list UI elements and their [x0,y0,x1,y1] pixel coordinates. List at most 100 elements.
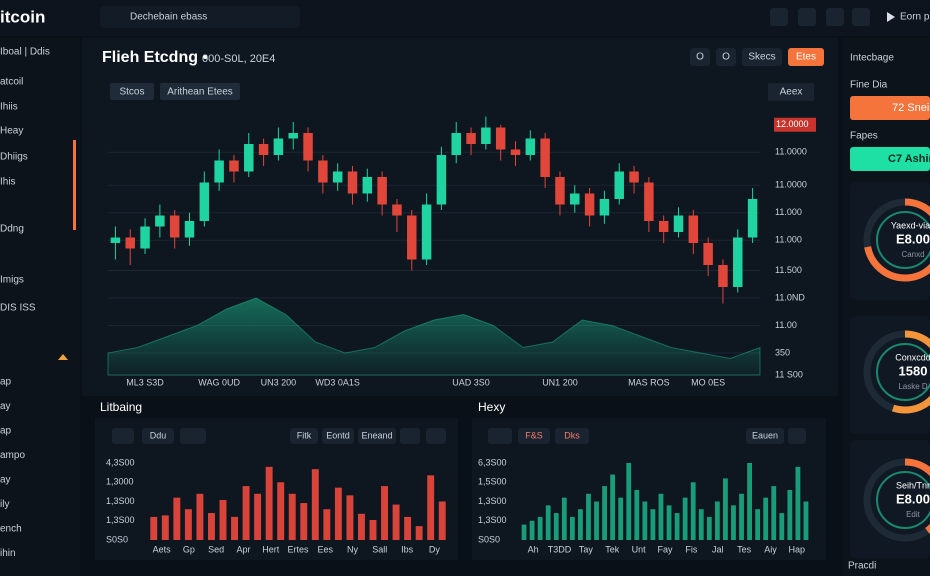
toolbar-button[interactable] [742,48,782,66]
bar [242,486,250,540]
toolbar-button[interactable] [746,428,784,444]
search-box[interactable] [100,6,300,28]
sidebar-item[interactable]: ap [0,377,12,388]
price-marker [774,117,816,132]
gauge-sub: Laske D [898,382,928,391]
candle-body [110,237,121,243]
sidebar-item[interactable]: ap [0,426,12,437]
tab-button[interactable] [160,83,240,100]
x-label: Aiy [764,544,777,554]
bar [714,501,720,540]
toolbar-button[interactable] [788,48,824,66]
candle-body [718,265,728,287]
sidebar-item[interactable]: atcoil [0,77,23,88]
axis-button-label: Aeex [780,87,803,98]
sidebar-item[interactable]: DIS ISS [0,303,36,314]
toolbar-button[interactable] [716,48,736,66]
toolbar-button[interactable] [322,428,354,444]
gauge-inner [876,343,930,401]
axis-button[interactable] [768,83,814,101]
candle-body [362,177,373,194]
icon-button[interactable] [112,428,134,444]
bar [334,487,342,540]
bar [578,509,583,540]
action-button[interactable] [850,96,930,120]
bar [529,520,535,540]
sidebar-item[interactable]: ily [0,499,9,510]
bar [731,505,736,540]
toolbar-button[interactable] [358,428,396,444]
icon-button[interactable] [826,8,844,26]
sidebar-item[interactable]: ay [0,401,11,412]
bar [602,486,607,540]
bar [763,497,769,540]
x-label: Tay [579,544,594,554]
icon-button[interactable] [180,428,206,444]
bar [537,516,543,540]
icon-button[interactable] [426,428,446,444]
bar [208,513,215,540]
candle-body [466,133,476,144]
y-tick-label: 11.500 [775,265,802,275]
toolbar-button[interactable] [555,428,589,444]
tab-button[interactable] [110,83,154,100]
bar [569,516,575,540]
icon-button[interactable] [488,428,512,444]
sidebar-item[interactable]: Imigs [0,275,24,286]
candle-body [673,215,684,232]
candle-body [377,177,387,205]
icon-button[interactable] [798,8,816,26]
bar [300,503,308,540]
toolbar-button[interactable] [142,428,174,444]
candle-body [347,171,358,194]
bar [265,466,273,540]
bar [521,524,527,540]
sidebar-item[interactable]: ay [0,475,11,486]
bar [747,463,752,540]
top-action[interactable]: Eorn pa [900,12,930,23]
sidebar-item[interactable]: ampo [0,450,25,461]
bar [739,493,744,540]
x-label: Gp [183,544,195,554]
toolbar-label: Eneand [361,430,392,440]
icon-button[interactable] [770,8,788,26]
bar [392,504,400,540]
toolbar-button[interactable] [290,428,318,444]
y-tick-label: 11.0000 [775,180,807,190]
y-tick-label: 4,3S00 [106,457,135,467]
icon-button[interactable] [788,428,806,444]
toolbar-label: Ddu [150,430,167,440]
gauge-arc [863,458,930,542]
y-tick-label: 350 [775,347,790,357]
bar [196,493,204,540]
y-tick-label: S0S0 [106,534,128,544]
sidebar-item[interactable]: Ihiis [0,102,18,113]
sidebar-item[interactable]: ihin [0,548,16,559]
sidebar-item[interactable]: Heay [0,126,23,137]
collapse-icon[interactable] [58,354,68,360]
sidebar-item[interactable]: Ihis [0,177,16,188]
y-tick-label: 1,5S00 [478,477,507,487]
gauge-arc [863,330,930,414]
x-label: Hap [789,544,806,554]
bar [755,509,761,540]
candle-body [510,149,521,155]
bar [254,493,262,540]
sidebar-item[interactable]: Ddng [0,224,24,235]
icon-button[interactable] [400,428,420,444]
bar [674,513,680,540]
bar [771,486,777,540]
bar [231,516,238,540]
toolbar-button[interactable] [518,428,550,444]
sidebar-item[interactable]: ench [0,524,22,535]
toolbar-button[interactable] [690,48,710,66]
sidebar-item[interactable]: Dhiigs [0,152,28,163]
x-label: Jal [712,544,724,554]
x-label: Dy [429,544,440,554]
icon-button[interactable] [852,8,870,26]
candle-body [214,160,224,183]
y-tick-label: 11.000 [775,235,802,245]
candle-body [629,171,639,183]
action-button[interactable] [850,147,930,171]
candle-body [229,160,239,172]
